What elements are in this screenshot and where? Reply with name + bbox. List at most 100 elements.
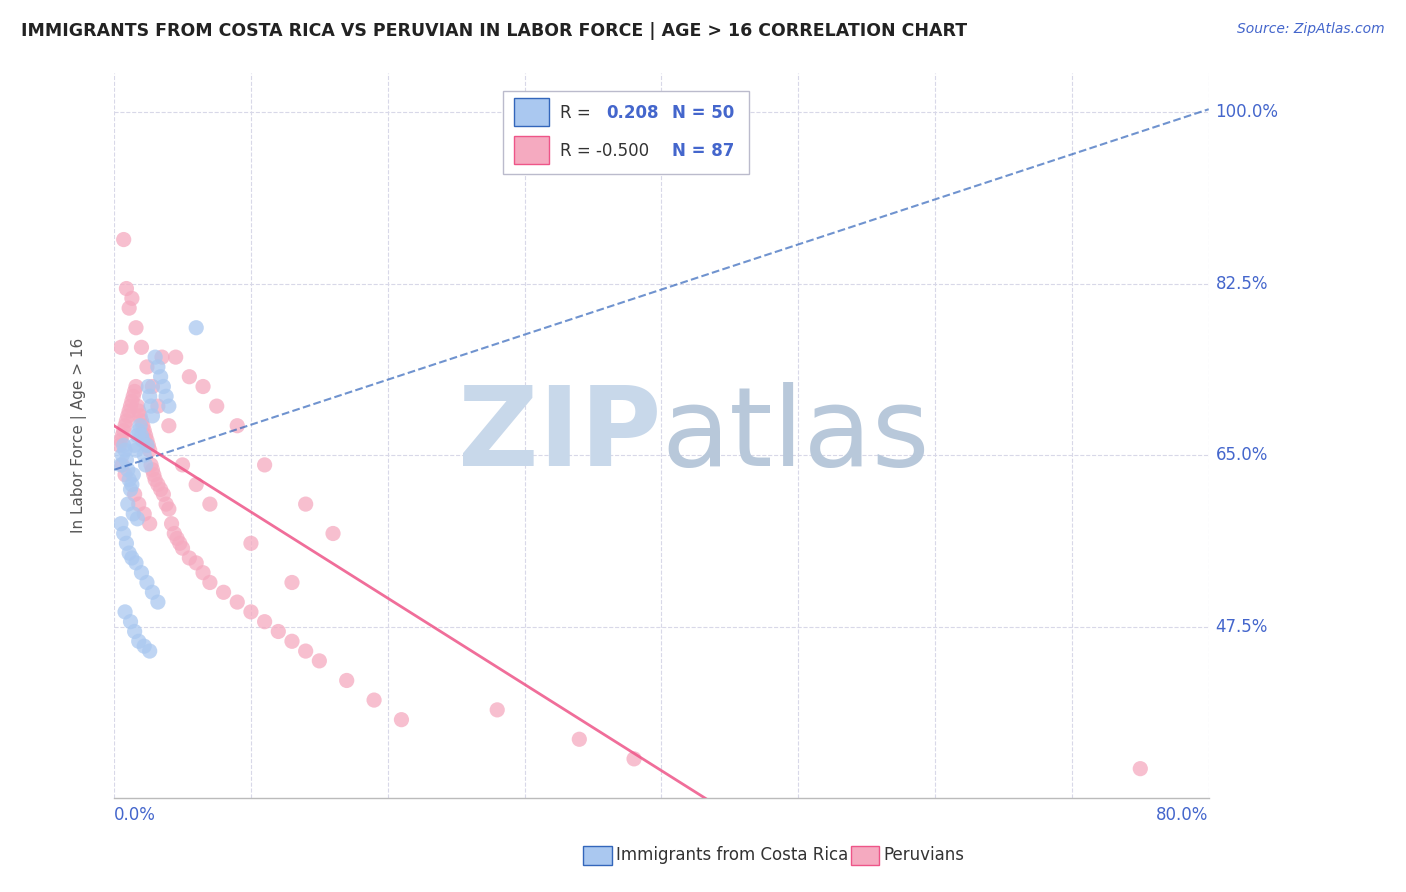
Point bbox=[128, 404, 150, 418]
Text: N = 50: N = 50 bbox=[672, 103, 734, 122]
Point bbox=[172, 458, 194, 472]
Point bbox=[118, 546, 141, 560]
Text: 0.0%: 0.0% bbox=[114, 805, 156, 824]
Point bbox=[191, 379, 214, 393]
Point bbox=[128, 497, 150, 511]
Point bbox=[127, 512, 149, 526]
Text: IMMIGRANTS FROM COSTA RICA VS PERUVIAN IN LABOR FORCE | AGE > 16 CORRELATION CHA: IMMIGRANTS FROM COSTA RICA VS PERUVIAN I… bbox=[21, 22, 967, 40]
Point bbox=[136, 379, 159, 393]
Point bbox=[132, 434, 155, 448]
Point bbox=[127, 399, 149, 413]
Point bbox=[568, 732, 591, 747]
Point bbox=[179, 369, 201, 384]
Point bbox=[198, 575, 221, 590]
Point bbox=[121, 394, 143, 409]
Point bbox=[125, 379, 148, 393]
Point bbox=[253, 458, 276, 472]
Text: 47.5%: 47.5% bbox=[1216, 617, 1268, 636]
Point bbox=[157, 418, 180, 433]
Point bbox=[122, 507, 145, 521]
Point bbox=[239, 605, 262, 619]
Point bbox=[141, 409, 163, 423]
Point bbox=[152, 379, 174, 393]
Point bbox=[136, 434, 159, 448]
Point bbox=[127, 428, 149, 442]
Point bbox=[112, 526, 135, 541]
Point bbox=[118, 301, 141, 315]
Point bbox=[155, 497, 177, 511]
Point bbox=[120, 483, 142, 497]
Text: 100.0%: 100.0% bbox=[1216, 103, 1278, 121]
Point bbox=[163, 526, 186, 541]
Text: 80.0%: 80.0% bbox=[1156, 805, 1209, 824]
Point bbox=[139, 399, 162, 413]
Point bbox=[165, 350, 187, 364]
Point bbox=[205, 399, 228, 413]
Point bbox=[132, 418, 155, 433]
Point bbox=[135, 428, 157, 442]
Point bbox=[138, 644, 160, 658]
Point bbox=[121, 477, 143, 491]
Point bbox=[114, 418, 136, 433]
Point bbox=[239, 536, 262, 550]
Text: 82.5%: 82.5% bbox=[1216, 275, 1268, 293]
Point bbox=[149, 483, 172, 497]
Point bbox=[136, 438, 159, 452]
Point bbox=[117, 497, 139, 511]
Point bbox=[125, 556, 148, 570]
Point bbox=[134, 448, 156, 462]
Point bbox=[336, 673, 359, 688]
Point bbox=[131, 428, 153, 442]
Point bbox=[125, 443, 148, 458]
Point bbox=[253, 615, 276, 629]
Point bbox=[118, 473, 141, 487]
Point bbox=[111, 458, 134, 472]
Point bbox=[146, 595, 169, 609]
Point bbox=[486, 703, 509, 717]
Text: R = -0.500: R = -0.500 bbox=[560, 142, 648, 160]
Point bbox=[150, 350, 173, 364]
Point bbox=[281, 634, 304, 648]
Text: ZIP: ZIP bbox=[458, 382, 661, 489]
Point bbox=[155, 389, 177, 403]
FancyBboxPatch shape bbox=[513, 136, 548, 163]
Point bbox=[112, 438, 135, 452]
Point bbox=[118, 404, 141, 418]
Point bbox=[131, 566, 153, 580]
Point bbox=[122, 389, 145, 403]
Point bbox=[166, 532, 188, 546]
Point bbox=[134, 424, 156, 438]
Point bbox=[120, 399, 142, 413]
Point bbox=[135, 458, 157, 472]
Point bbox=[131, 340, 153, 354]
Point bbox=[115, 414, 138, 428]
Point bbox=[112, 424, 135, 438]
Point bbox=[122, 467, 145, 482]
Text: R =: R = bbox=[560, 103, 591, 122]
Text: N = 87: N = 87 bbox=[672, 142, 735, 160]
Point bbox=[157, 502, 180, 516]
Point bbox=[125, 320, 148, 334]
Point bbox=[141, 585, 163, 599]
Point bbox=[111, 448, 134, 462]
Point bbox=[112, 233, 135, 247]
Point bbox=[322, 526, 344, 541]
Point bbox=[294, 497, 316, 511]
Point bbox=[146, 359, 169, 374]
Point bbox=[363, 693, 385, 707]
Point bbox=[198, 497, 221, 511]
Point bbox=[131, 414, 153, 428]
Point bbox=[281, 575, 304, 590]
Point bbox=[308, 654, 330, 668]
Point bbox=[172, 541, 194, 556]
Point bbox=[110, 516, 132, 531]
Point bbox=[143, 350, 166, 364]
Point bbox=[108, 438, 131, 452]
Point bbox=[146, 399, 169, 413]
Point bbox=[136, 575, 159, 590]
Point bbox=[179, 551, 201, 566]
Point bbox=[128, 424, 150, 438]
Point bbox=[141, 463, 163, 477]
Point bbox=[157, 399, 180, 413]
Point bbox=[128, 634, 150, 648]
